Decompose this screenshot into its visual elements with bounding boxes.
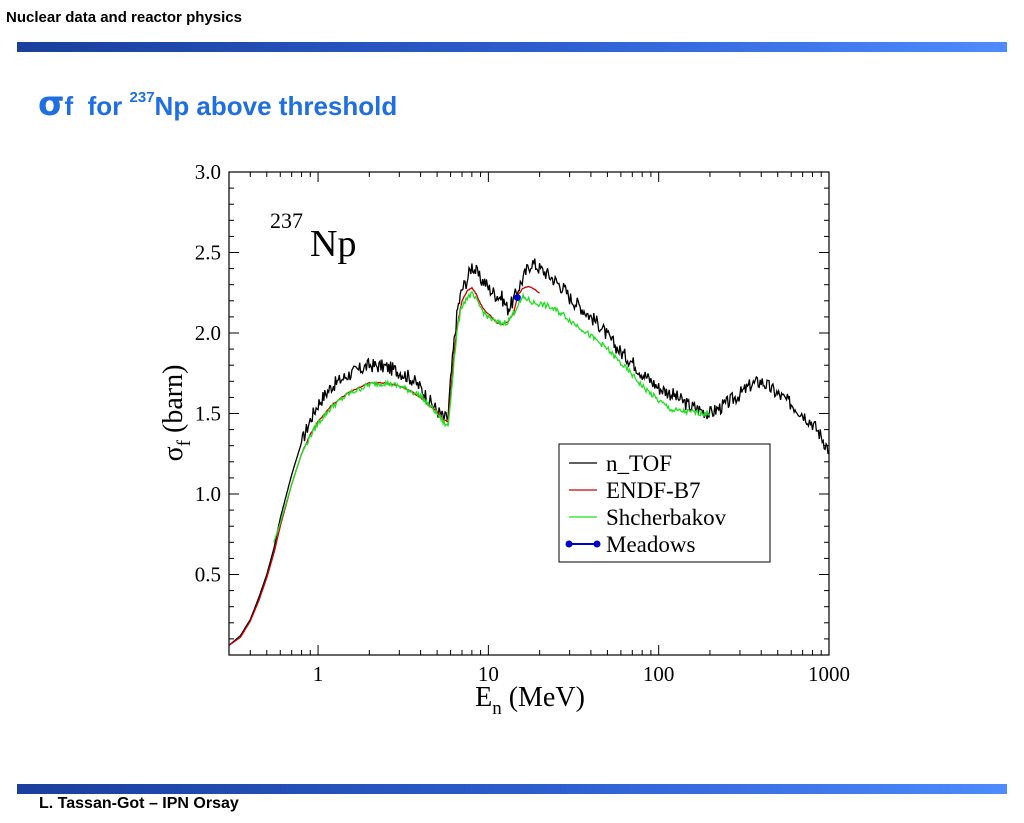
- axis-layer: 1 10 100 1000 0.5 1.0 1.5 2.0 2.5 3.0: [195, 160, 850, 686]
- y-tick-label: 3.0: [195, 160, 221, 184]
- x-tick-label: 1000: [808, 662, 850, 686]
- y-tick-label: 1.5: [195, 402, 221, 426]
- annotation-superscript: 237: [270, 208, 303, 233]
- x-tick-label: 10: [478, 662, 499, 686]
- title-for: for: [87, 91, 123, 121]
- header-title: Nuclear data and reactor physics: [6, 9, 242, 26]
- y-axis-label: σf (barn): [158, 365, 195, 462]
- legend-label-shcherbakov: Shcherbakov: [606, 505, 727, 530]
- annotation-text: Np: [310, 223, 356, 265]
- y-label-main: σ: [158, 446, 189, 461]
- footer-bar: [17, 784, 1007, 794]
- svg-text:En (MeV): En (MeV): [475, 682, 585, 719]
- sigma-symbol: σ: [38, 84, 65, 124]
- plot-frame: [228, 171, 830, 656]
- x-label-unit: (MeV): [502, 682, 585, 713]
- title-rest: Np above threshold: [154, 91, 398, 121]
- legend-label-ntof: n_TOF: [606, 451, 672, 476]
- y-tick-label: 0.5: [195, 563, 221, 587]
- x-label-sub: n: [492, 698, 502, 719]
- legend-marker-meadows-right: [593, 540, 601, 548]
- legend-marker-meadows-left: [565, 540, 573, 548]
- x-tick-label: 1: [313, 662, 324, 686]
- svg-text:σf (barn): σf (barn): [158, 365, 195, 462]
- series-line-endf-b7: [228, 285, 540, 646]
- series-line-n-tof: [228, 258, 830, 646]
- legend-label-meadows: Meadows: [606, 532, 695, 557]
- y-tick-label: 1.0: [195, 482, 221, 506]
- footer-text: L. Tassan-Got – IPN Orsay: [39, 795, 239, 812]
- x-axis-label: En (MeV): [475, 682, 585, 719]
- title-subscript: f: [64, 91, 74, 121]
- y-tick-label: 2.5: [195, 241, 221, 265]
- title-superscript: 237: [129, 89, 155, 107]
- header-bar: [17, 42, 1007, 52]
- series-line-shcherbakov: [273, 290, 711, 543]
- series-layer: [228, 258, 830, 646]
- legend-label-endf: ENDF-B7: [606, 478, 701, 503]
- legend: n_TOF ENDF-B7 Shcherbakov Meadows: [558, 443, 771, 563]
- slide-title: σf for 237Np above threshold: [38, 84, 397, 124]
- meadows-point: [513, 294, 521, 302]
- x-label-main: E: [475, 682, 492, 713]
- y-label-sub: f: [174, 439, 195, 446]
- x-tick-label: 100: [643, 662, 675, 686]
- y-label-unit: (barn): [158, 365, 189, 440]
- y-tick-label: 2.0: [195, 321, 221, 345]
